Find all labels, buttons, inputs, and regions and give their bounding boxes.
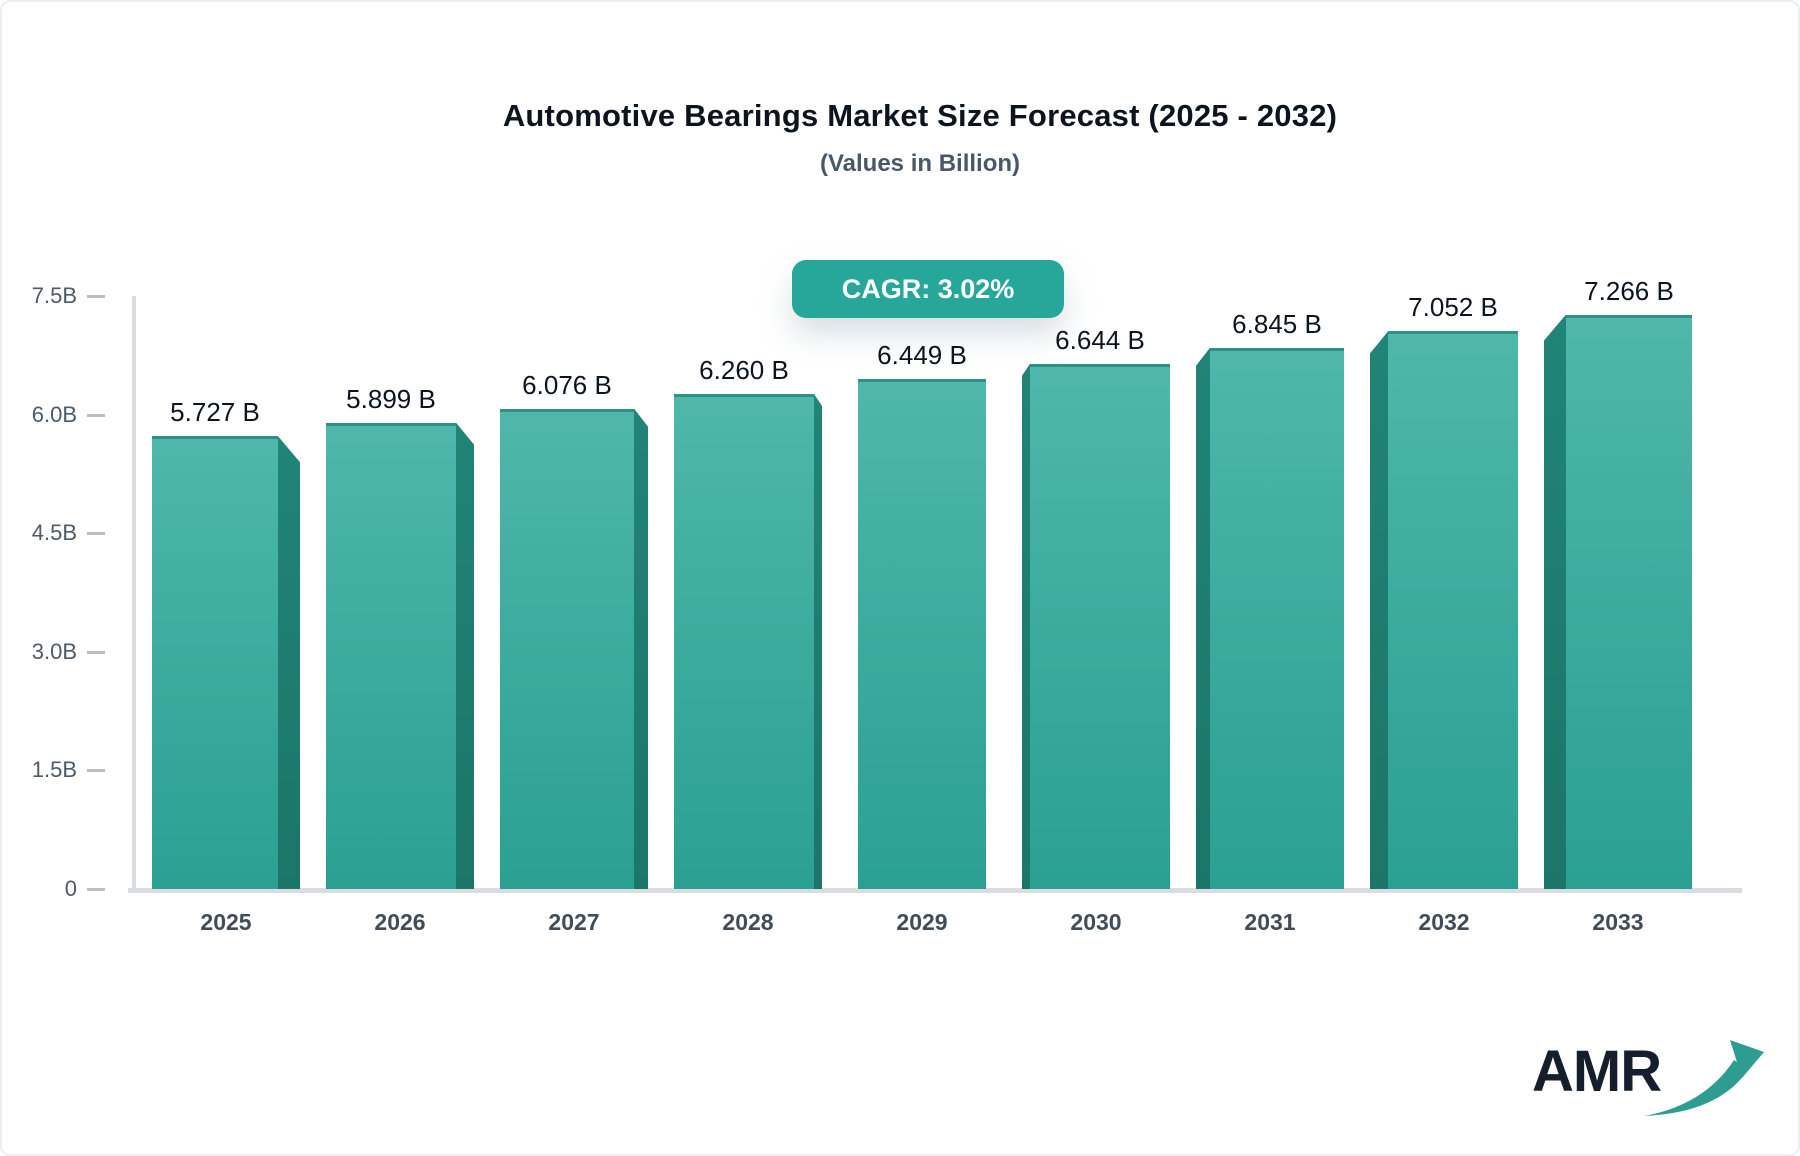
x-tick-label: 2028 [722,909,774,935]
cagr-badge: CAGR: 3.02% [792,260,1064,318]
x-tick-label: 2027 [548,909,600,935]
x-axis-baseline [128,888,1742,893]
y-tick-mark [87,532,105,536]
bar-value-label: 6.449 B [877,340,967,371]
amr-logo-text: AMR [1532,1039,1662,1104]
y-tick-label: 4.5B [31,520,77,546]
bar-value-label: 5.899 B [346,383,436,414]
y-tick-mark [87,769,105,773]
bar-3d-side [1370,331,1388,889]
growth-arrow-icon [1644,1040,1764,1116]
x-tick-label: 2026 [374,909,426,935]
bar-3d-side [634,408,648,889]
y-tick-label: 3.0B [31,638,77,664]
y-tick-label: 0 [64,876,77,901]
y-tick-label: 7.5B [31,283,77,308]
bar-2025: 5.727 B [152,397,300,889]
bar-face [152,436,278,889]
amr-logo: AMR [1522,1032,1772,1132]
bar-2031: 6.845 B [1196,309,1344,889]
bar-2027: 6.076 B [500,370,648,889]
y-tick-label: 1.5B [31,757,77,783]
bar-2028: 6.260 B [674,355,822,889]
bar-value-label: 6.076 B [522,369,612,400]
y-axis-line [132,296,136,889]
bar-value-label: 6.845 B [1232,308,1322,339]
x-tick-label: 2030 [1070,909,1122,935]
bar-face [500,408,634,889]
x-tick-label: 2031 [1244,909,1296,935]
bar-value-label: 6.644 B [1055,324,1145,355]
y-tick-mark [87,413,105,417]
bar-3d-side [1022,363,1030,889]
bar-3d-side [278,436,300,889]
chart-title: Automotive Bearings Market Size Forecast… [502,98,1338,133]
bar-value-label: 6.260 B [699,355,789,386]
bar-face [1030,363,1170,889]
bar-value-label: 5.727 B [170,397,260,428]
bar-2026: 5.899 B [326,384,474,889]
x-tick-label: 2033 [1592,909,1644,935]
bar-2032: 7.052 B [1370,292,1518,889]
bar-face [1388,331,1518,889]
bar-value-label: 7.266 B [1584,275,1674,306]
bar-face [674,394,814,889]
bar-face [1566,314,1692,889]
y-tick-mark [87,650,105,654]
x-tick-label: 2032 [1418,909,1470,935]
bar-face [1210,347,1344,889]
y-tick-mark [87,295,105,298]
bar-2029: 6.449 B [848,340,996,889]
cagr-badge-label: CAGR: 3.02% [841,273,1015,304]
plot-area: 7.5B 6.0B 4.5B 3.0B 1.5B 0 5.727 B 2025 5.899 B 2… [32,276,1742,935]
bar-3d-side [456,422,474,889]
bar-face [326,422,456,889]
x-tick-label: 2025 [200,909,252,935]
y-tick-mark [87,888,105,891]
bar-2030: 6.644 B [1022,325,1170,889]
x-tick-label: 2029 [896,909,948,935]
bar-3d-side [1196,347,1210,889]
bar-value-label: 7.052 B [1408,292,1498,323]
bar-2033: 7.266 B [1544,276,1692,889]
bar-3d-side [1544,314,1566,889]
y-tick-label: 6.0B [31,401,77,427]
bar-face [858,379,986,889]
chart-subtitle: (Values in Billion) [819,150,1021,177]
bar-3d-side [814,394,822,889]
